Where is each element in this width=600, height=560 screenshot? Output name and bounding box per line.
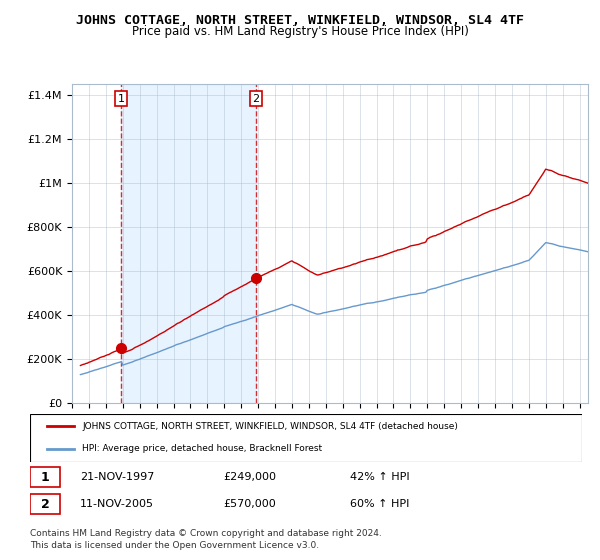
Text: £249,000: £249,000 <box>223 472 276 482</box>
Text: Price paid vs. HM Land Registry's House Price Index (HPI): Price paid vs. HM Land Registry's House … <box>131 25 469 38</box>
Text: 42% ↑ HPI: 42% ↑ HPI <box>350 472 410 482</box>
Text: Contains HM Land Registry data © Crown copyright and database right 2024.: Contains HM Land Registry data © Crown c… <box>30 530 382 539</box>
Text: JOHNS COTTAGE, NORTH STREET, WINKFIELD, WINDSOR, SL4 4TF (detached house): JOHNS COTTAGE, NORTH STREET, WINKFIELD, … <box>82 422 458 431</box>
Text: 11-NOV-2005: 11-NOV-2005 <box>80 499 154 509</box>
Text: 60% ↑ HPI: 60% ↑ HPI <box>350 499 410 509</box>
Bar <box>121 84 256 403</box>
Text: HPI: Average price, detached house, Bracknell Forest: HPI: Average price, detached house, Brac… <box>82 444 323 453</box>
Text: £570,000: £570,000 <box>223 499 276 509</box>
Text: This data is licensed under the Open Government Licence v3.0.: This data is licensed under the Open Gov… <box>30 541 319 550</box>
Text: 1: 1 <box>41 470 50 484</box>
Text: 2: 2 <box>41 497 50 511</box>
Text: 21-NOV-1997: 21-NOV-1997 <box>80 472 154 482</box>
FancyBboxPatch shape <box>30 494 61 514</box>
FancyBboxPatch shape <box>30 467 61 487</box>
Text: 2: 2 <box>253 94 259 104</box>
Text: JOHNS COTTAGE, NORTH STREET, WINKFIELD, WINDSOR, SL4 4TF: JOHNS COTTAGE, NORTH STREET, WINKFIELD, … <box>76 14 524 27</box>
FancyBboxPatch shape <box>30 414 582 462</box>
Text: 1: 1 <box>118 94 124 104</box>
